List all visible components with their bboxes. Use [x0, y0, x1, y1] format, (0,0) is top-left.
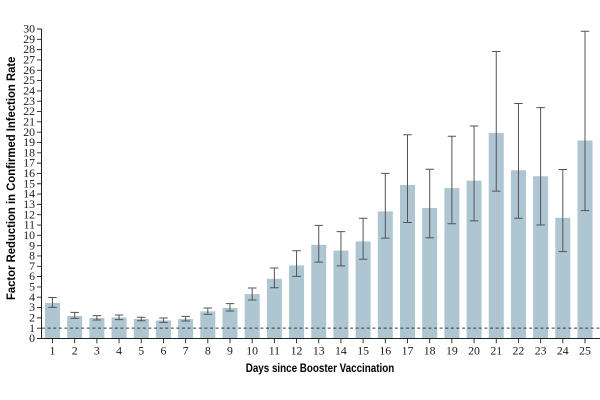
svg-text:18: 18: [424, 344, 436, 358]
svg-text:24: 24: [23, 84, 35, 98]
svg-text:20: 20: [468, 344, 480, 358]
svg-text:12: 12: [291, 344, 303, 358]
svg-text:19: 19: [446, 344, 458, 358]
svg-text:10: 10: [246, 344, 258, 358]
svg-text:18: 18: [23, 145, 35, 159]
svg-text:0: 0: [29, 331, 35, 345]
svg-text:16: 16: [23, 166, 35, 180]
svg-text:30: 30: [23, 22, 35, 36]
svg-text:13: 13: [23, 197, 35, 211]
svg-text:25: 25: [23, 73, 35, 87]
svg-text:4: 4: [29, 290, 35, 304]
svg-text:17: 17: [402, 344, 414, 358]
svg-text:12: 12: [23, 207, 35, 221]
svg-text:1: 1: [29, 321, 35, 335]
svg-text:19: 19: [23, 135, 35, 149]
svg-text:2: 2: [72, 344, 78, 358]
svg-text:15: 15: [23, 176, 35, 190]
svg-text:15: 15: [357, 344, 369, 358]
svg-text:11: 11: [24, 218, 35, 232]
svg-text:7: 7: [183, 344, 189, 358]
svg-text:17: 17: [23, 156, 35, 170]
svg-text:29: 29: [23, 32, 35, 46]
svg-text:5: 5: [138, 344, 144, 358]
svg-text:21: 21: [23, 114, 35, 128]
svg-text:2: 2: [29, 310, 35, 324]
svg-text:9: 9: [227, 344, 233, 358]
svg-text:6: 6: [160, 344, 166, 358]
svg-text:23: 23: [535, 344, 547, 358]
svg-text:11: 11: [269, 344, 280, 358]
svg-text:4: 4: [116, 344, 122, 358]
svg-text:Factor Reduction in Confirmed: Factor Reduction in Confirmed Infection …: [4, 56, 18, 300]
svg-text:26: 26: [23, 63, 35, 77]
svg-text:Days since Booster Vaccination: Days since Booster Vaccination: [246, 361, 395, 375]
svg-text:27: 27: [23, 53, 35, 67]
svg-text:6: 6: [29, 269, 35, 283]
svg-text:16: 16: [379, 344, 391, 358]
svg-text:25: 25: [579, 344, 591, 358]
svg-text:7: 7: [29, 259, 35, 273]
svg-text:3: 3: [94, 344, 100, 358]
svg-text:22: 22: [23, 104, 35, 118]
svg-text:14: 14: [335, 344, 347, 358]
svg-text:9: 9: [29, 238, 35, 252]
svg-text:21: 21: [490, 344, 502, 358]
svg-text:13: 13: [313, 344, 325, 358]
svg-text:28: 28: [23, 42, 35, 56]
svg-text:1: 1: [50, 344, 56, 358]
svg-text:14: 14: [23, 187, 35, 201]
svg-text:20: 20: [23, 125, 35, 139]
svg-text:10: 10: [23, 228, 35, 242]
svg-text:8: 8: [29, 249, 35, 263]
svg-text:22: 22: [513, 344, 525, 358]
svg-text:24: 24: [557, 344, 569, 358]
svg-text:8: 8: [205, 344, 211, 358]
svg-text:3: 3: [29, 300, 35, 314]
svg-text:23: 23: [23, 94, 35, 108]
svg-text:5: 5: [29, 280, 35, 294]
